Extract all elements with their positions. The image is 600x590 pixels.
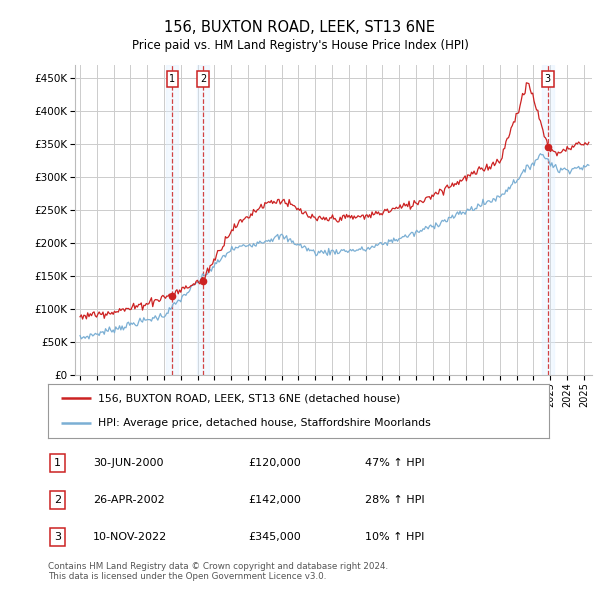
Text: 2: 2 [54, 495, 61, 505]
Text: 10% ↑ HPI: 10% ↑ HPI [365, 532, 424, 542]
Text: £345,000: £345,000 [248, 532, 301, 542]
Text: 156, BUXTON ROAD, LEEK, ST13 6NE (detached house): 156, BUXTON ROAD, LEEK, ST13 6NE (detach… [98, 393, 400, 403]
Text: 3: 3 [545, 74, 551, 84]
Bar [197, 65, 209, 375]
Text: 1: 1 [169, 74, 175, 84]
Text: 3: 3 [54, 532, 61, 542]
Text: 10-NOV-2022: 10-NOV-2022 [93, 532, 167, 542]
Text: Contains HM Land Registry data © Crown copyright and database right 2024.
This d: Contains HM Land Registry data © Crown c… [48, 562, 388, 581]
Text: 47% ↑ HPI: 47% ↑ HPI [365, 458, 424, 468]
Text: 28% ↑ HPI: 28% ↑ HPI [365, 495, 424, 505]
Text: 26-APR-2002: 26-APR-2002 [93, 495, 164, 505]
Text: 156, BUXTON ROAD, LEEK, ST13 6NE: 156, BUXTON ROAD, LEEK, ST13 6NE [164, 20, 436, 35]
Bar [166, 65, 178, 375]
Text: 30-JUN-2000: 30-JUN-2000 [93, 458, 163, 468]
Bar [542, 65, 554, 375]
Text: Price paid vs. HM Land Registry's House Price Index (HPI): Price paid vs. HM Land Registry's House … [131, 39, 469, 52]
Text: 2: 2 [200, 74, 206, 84]
Text: HPI: Average price, detached house, Staffordshire Moorlands: HPI: Average price, detached house, Staf… [98, 418, 431, 428]
Text: £120,000: £120,000 [248, 458, 301, 468]
Text: £142,000: £142,000 [248, 495, 302, 505]
Text: 1: 1 [54, 458, 61, 468]
